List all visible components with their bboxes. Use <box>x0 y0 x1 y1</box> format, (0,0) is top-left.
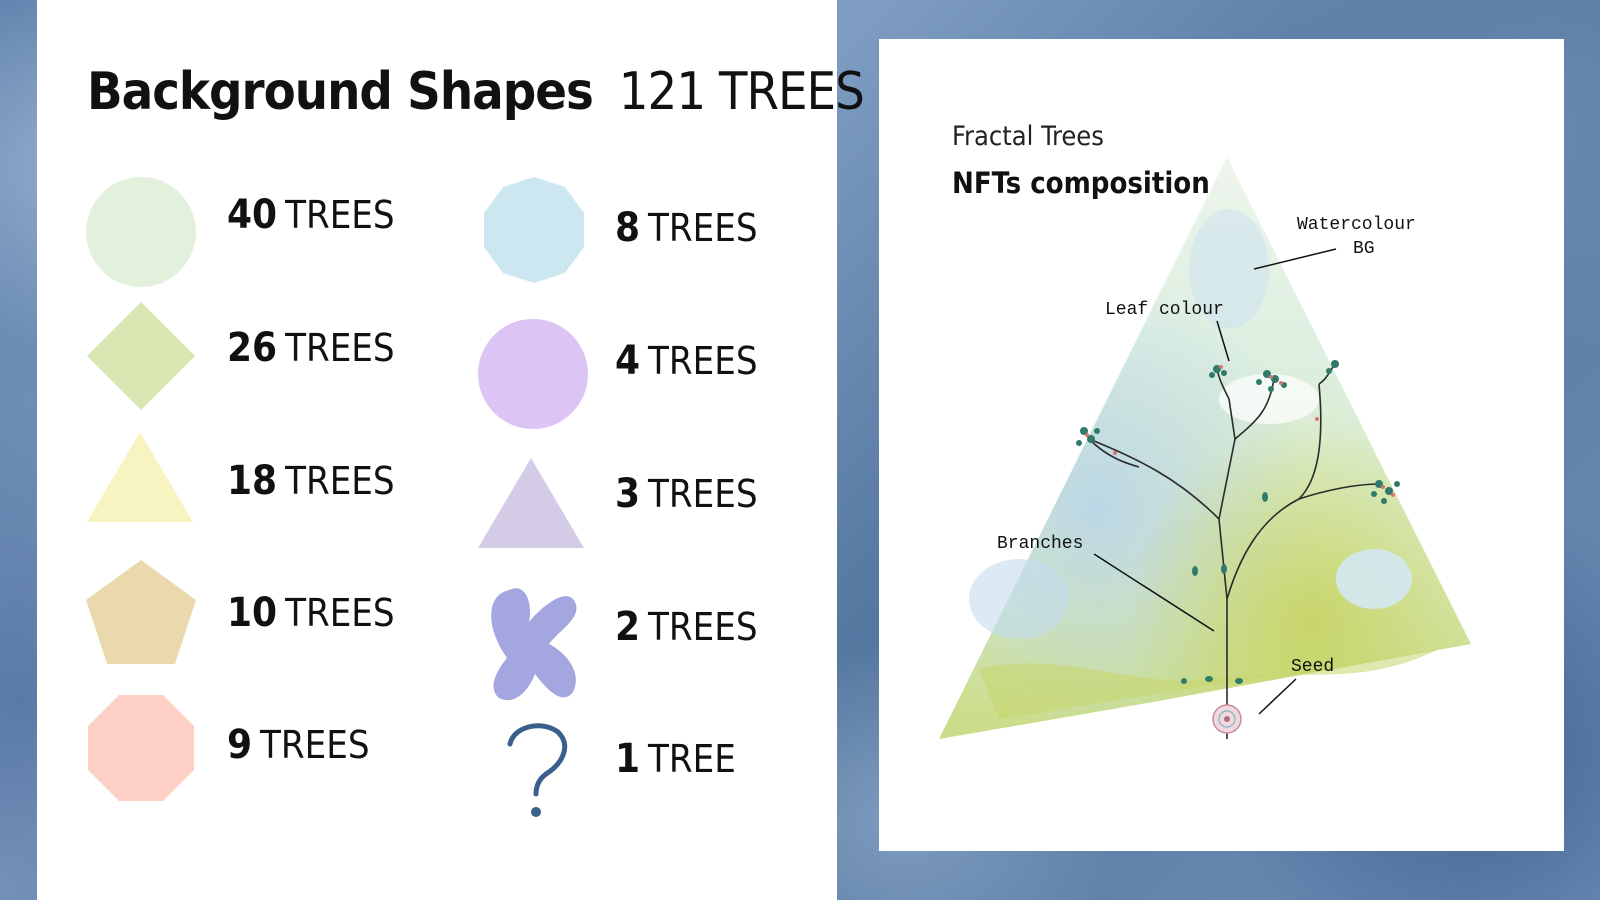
annotation-branches: Branches <box>997 534 1083 554</box>
annotation-lines <box>1093 248 1337 715</box>
octagon-shape-icon <box>88 695 194 801</box>
purple-circle-shape-icon <box>478 319 588 429</box>
pentagon-shape-icon <box>86 560 196 664</box>
count-word: TREES <box>285 591 395 635</box>
decagon-shape-icon <box>484 177 584 283</box>
blob-shape-icon <box>491 588 577 701</box>
count-number: 18 <box>227 458 278 504</box>
tree-branches <box>1088 363 1380 739</box>
count-word: TREES <box>648 605 758 649</box>
count-number: 40 <box>227 192 278 238</box>
count-word: TREES <box>285 193 395 237</box>
count-number: 2 <box>615 604 641 650</box>
nft-composition-panel: Watercolour BG Leaf colour Branches Seed… <box>879 39 1564 851</box>
shape-count-triangle: 18 TREES <box>227 458 395 504</box>
count-number: 26 <box>227 325 278 371</box>
count-number: 10 <box>227 590 278 636</box>
count-word: TREES <box>260 723 370 767</box>
count-number: 3 <box>615 471 641 517</box>
annotation-watercolour: Watercolour <box>1297 215 1416 235</box>
shape-count-octagon: 9 TREES <box>227 722 370 768</box>
count-number: 9 <box>227 722 253 768</box>
count-word: TREES <box>648 339 758 383</box>
seed-icon <box>1212 704 1242 734</box>
count-number: 4 <box>615 338 641 384</box>
shape-count-blob: 2 TREES <box>615 604 758 650</box>
circle-shape-icon <box>86 177 196 287</box>
count-number: 1 <box>615 736 641 782</box>
shape-count-diamond: 26 TREES <box>227 325 395 371</box>
question-mark-icon <box>507 723 568 817</box>
shape-count-purple-circle: 4 TREES <box>615 338 758 384</box>
count-word: TREES <box>648 206 758 250</box>
title-bold: Background Shapes <box>87 62 594 122</box>
triangle-shape-icon <box>87 432 193 522</box>
annotation-leaf-colour: Leaf colour <box>1105 300 1224 320</box>
shape-count-pentagon: 10 TREES <box>227 590 395 636</box>
annotation-seed: Seed <box>1291 657 1334 677</box>
page-title: Background Shapes 121 TREES <box>87 62 865 142</box>
tree-blossoms <box>1085 365 1395 497</box>
shape-count-question: 1 TREE <box>615 736 736 782</box>
count-word: TREES <box>648 472 758 516</box>
count-number: 8 <box>615 205 641 251</box>
shape-count-decagon: 8 TREES <box>615 205 758 251</box>
lilac-triangle-shape-icon <box>478 458 584 548</box>
title-count: 121 TREES <box>618 62 865 122</box>
composition-subtitle: NFTs composition <box>952 166 1210 200</box>
count-word: TREES <box>285 459 395 503</box>
background-shapes-panel: Background Shapes 121 TREES 40 TREES 26 TRE… <box>37 0 865 900</box>
count-word: TREES <box>285 326 395 370</box>
composition-title: Fractal Trees <box>952 121 1104 152</box>
shape-count-circle: 40 TREES <box>227 192 395 238</box>
fractal-tree-illustration: Watercolour BG Leaf colour Branches Seed <box>939 157 1471 739</box>
count-word: TREE <box>648 737 736 781</box>
shape-count-lilac-triangle: 3 TREES <box>615 471 758 517</box>
annotation-watercolour-bg: BG <box>1353 239 1375 259</box>
diamond-shape-icon <box>87 302 195 410</box>
